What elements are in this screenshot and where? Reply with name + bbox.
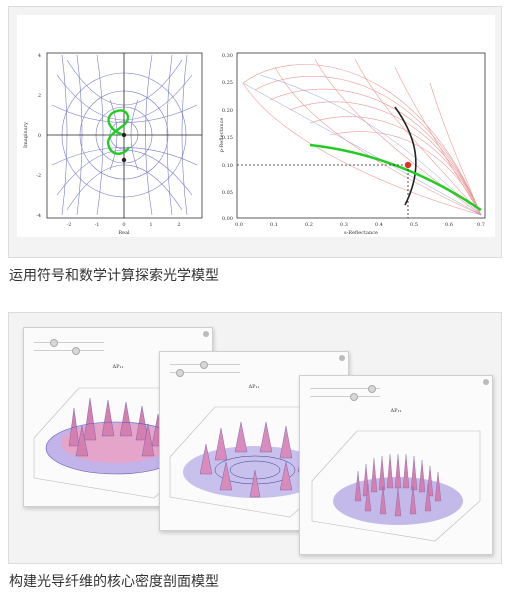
black-boundary-curve [394, 106, 417, 206]
x-tick-label: -2 [67, 222, 72, 228]
window-close-icon[interactable] [203, 331, 209, 337]
slider-2[interactable] [170, 369, 240, 377]
reflectance-plot: 0.30 0.25 0.20 0.15 0.10 0.05 0.00 0.0 0… [215, 15, 495, 237]
x-tick-label: 0.2 [305, 222, 313, 228]
y-tick-label: 0.25 [222, 80, 233, 86]
caption-optics-model[interactable]: 运用符号和数学计算探索光学模型 [9, 268, 219, 284]
slider-knob[interactable] [368, 385, 376, 393]
plot-title: ΔP₁₁ [113, 364, 124, 370]
slider-knob[interactable] [72, 347, 80, 355]
y-tick-label: 0.05 [222, 190, 233, 196]
slider-knob[interactable] [176, 369, 184, 377]
y-tick-label: 2 [38, 93, 41, 99]
window-close-icon[interactable] [483, 379, 489, 385]
y-tick-label: 0.30 [222, 53, 233, 59]
y-tick-label: 0.10 [222, 163, 233, 169]
slider-knob[interactable] [200, 361, 208, 369]
intersection-marker [404, 161, 412, 169]
x-tick-label: -1 [95, 222, 100, 228]
slider-1[interactable] [34, 339, 104, 347]
y-tick-label: 0.00 [222, 216, 233, 222]
green-trajectory-curve [106, 109, 131, 155]
x-tick-label: 0.3 [340, 222, 348, 228]
surface-plot-3: ΔP₁₁ [311, 408, 481, 542]
y-axis-label: p-Reflectance [219, 118, 225, 153]
y-axis-label: Imaginary [23, 122, 29, 148]
figure-card-optics-model[interactable]: 4 2 0 -2 -4 -2 -1 0 1 2 Real Imaginary [8, 6, 502, 258]
slider-2[interactable] [34, 347, 104, 355]
x-tick-label: 2 [177, 222, 180, 228]
x-tick-label: 0.0 [235, 222, 243, 228]
x-tick-label: 0.6 [445, 222, 453, 228]
x-tick-label: 0.1 [270, 222, 278, 228]
x-tick-label: 1 [149, 222, 152, 228]
x-tick-label: 0.5 [410, 222, 418, 228]
surface-plot-1: ΔP₁₁ [33, 364, 200, 499]
caption-fiber-model[interactable]: 构建光导纤维的核心密度剖面模型 [9, 574, 219, 590]
slider-knob[interactable] [350, 393, 358, 401]
x-tick-label: 0.4 [375, 222, 383, 228]
y-tick-label: 0 [38, 133, 41, 139]
green-reflectance-curve [309, 143, 482, 211]
x-axis-label: Real [118, 230, 130, 236]
complex-plane-plot: 4 2 0 -2 -4 -2 -1 0 1 2 Real Imaginary [17, 15, 215, 237]
slider-1[interactable] [170, 361, 240, 369]
y-tick-label: 0.15 [222, 135, 233, 141]
figure-card-fiber-model[interactable]: ΔP₁₁ ΔP₁₁ [8, 312, 502, 564]
reflectance-svg: 0.30 0.25 0.20 0.15 0.10 0.05 0.00 0.0 0… [219, 52, 486, 236]
slider-1[interactable] [310, 385, 380, 393]
slider-knob[interactable] [50, 339, 58, 347]
y-tick-label: -4 [36, 213, 41, 219]
complex-plane-svg: 4 2 0 -2 -4 -2 -1 0 1 2 Real Imaginary [23, 52, 203, 236]
window-close-icon[interactable] [339, 355, 345, 361]
y-tick-label: -2 [36, 173, 41, 179]
x-tick-label: 0.7 [477, 222, 485, 228]
plot-title: ΔP₁₁ [391, 408, 402, 414]
y-tick-label: 0.20 [222, 108, 233, 114]
plot-title: ΔP₁₁ [249, 384, 260, 390]
x-tick-label: 0 [122, 222, 125, 228]
manipulate-window-3[interactable]: ΔP₁₁ [299, 375, 493, 555]
y-tick-label: 4 [38, 53, 41, 59]
slider-2[interactable] [310, 393, 380, 401]
x-axis-label: s-Reflectance [344, 230, 378, 236]
